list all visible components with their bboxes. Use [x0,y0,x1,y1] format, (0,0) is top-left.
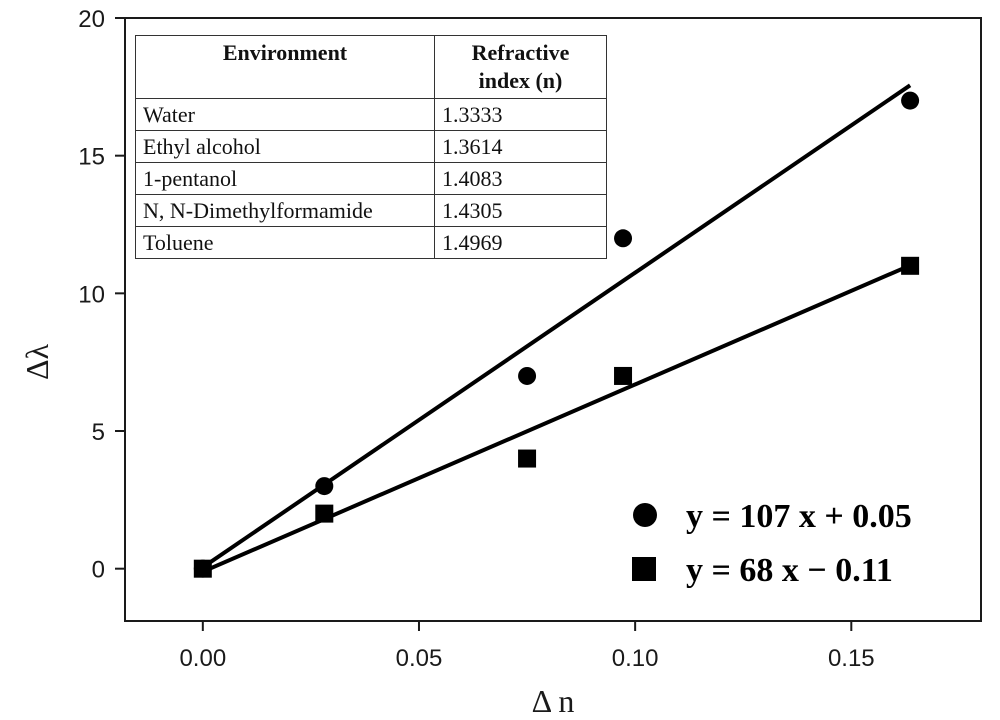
y-axis-title: Δλ [19,343,55,380]
x-tick-label: 0.00 [179,645,226,672]
y-tick-label: 10 [78,281,105,308]
x-axis-title: Δ n [532,683,575,719]
table-cell-environment: 1-pentanol [135,162,435,195]
data-point-circle [518,366,537,385]
table-row: Water 1.3333 [135,98,607,131]
table-row: N, N-Dimethylformamide 1.4305 [135,194,607,227]
y-tick-label: 20 [78,6,105,33]
data-point-square [518,449,537,468]
table-row: Ethyl alcohol 1.3614 [135,130,607,163]
data-point-circle [614,229,633,248]
legend-label-circle-fit: y = 107 x + 0.05 [686,498,912,535]
data-point-square [193,559,212,578]
table-cell-environment: Water [135,98,435,131]
legend-circle-marker [633,503,657,527]
x-axis: 0.00 0.05 0.10 0.15 [179,621,875,672]
table-header-refractive-line2: index (n) [478,68,563,93]
y-tick-label: 15 [78,144,105,171]
table-header-row: Environment Refractive index (n) [135,35,607,99]
table-cell-refractive-index: 1.3614 [434,130,607,163]
table-cell-refractive-index: 1.4083 [434,162,607,195]
table-cell-refractive-index: 1.3333 [434,98,607,131]
data-point-square [315,504,334,523]
data-point-square [614,366,633,385]
data-point-circle [901,91,920,110]
legend: y = 107 x + 0.05 y = 68 x − 0.11 [632,498,912,589]
y-axis: 0 5 10 15 20 [78,6,125,584]
x-tick-label: 0.10 [612,645,659,672]
table-header-refractive-line1: Refractive [471,40,570,65]
table-cell-refractive-index: 1.4969 [434,226,607,259]
data-point-circle [315,477,334,496]
y-tick-label: 5 [92,419,105,446]
table-header-refractive-index: Refractive index (n) [434,35,607,99]
legend-label-square-fit: y = 68 x − 0.11 [686,552,893,589]
table-cell-environment: N, N-Dimethylformamide [135,194,435,227]
table-row: 1-pentanol 1.4083 [135,162,607,195]
table-cell-environment: Toluene [135,226,435,259]
x-tick-label: 0.15 [828,645,875,672]
data-point-square [901,256,920,275]
data-markers [193,91,920,578]
table-cell-environment: Ethyl alcohol [135,130,435,163]
table-header-environment: Environment [135,35,435,99]
x-tick-label: 0.05 [396,645,443,672]
table-cell-refractive-index: 1.4305 [434,194,607,227]
legend-square-marker [632,557,656,581]
table-row: Toluene 1.4969 [135,226,607,259]
y-tick-label: 0 [92,557,105,584]
plot-frame [124,17,982,622]
refractive-index-table: Environment Refractive index (n) Water 1… [135,35,607,259]
